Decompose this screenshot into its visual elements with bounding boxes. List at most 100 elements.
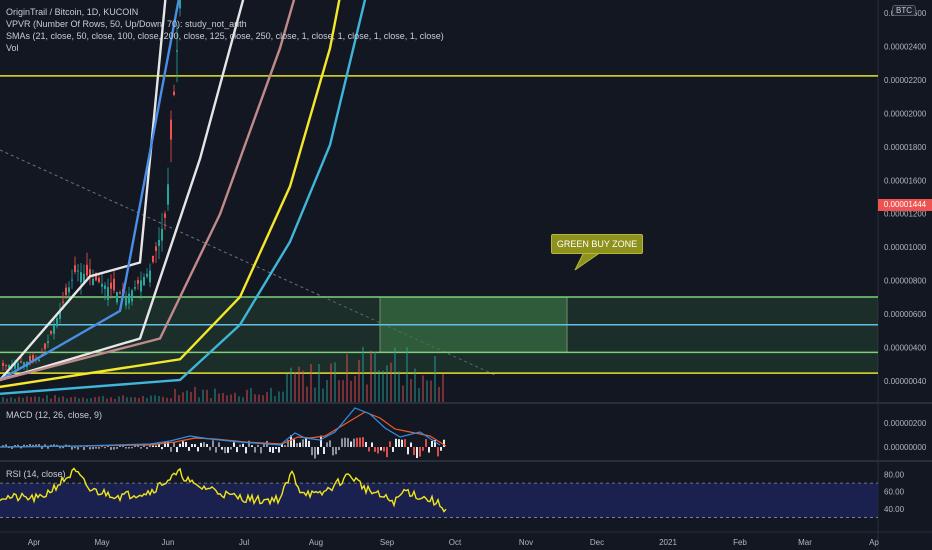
macd-histogram-bar (137, 445, 139, 447)
candle-body (62, 301, 64, 303)
macd-histogram-bar (146, 447, 148, 449)
macd-histogram-bar (110, 447, 112, 450)
candle-body (113, 278, 115, 291)
macd-histogram-bar (230, 447, 232, 450)
macd-histogram-bar (383, 447, 385, 452)
volume-bar (66, 398, 68, 402)
volume-bar (354, 375, 356, 402)
price-axis-label: 0.00001600 (884, 176, 927, 185)
macd-histogram-bar (284, 445, 286, 447)
candle-body (146, 273, 148, 277)
volume-bar (406, 347, 408, 402)
macd-histogram-bar (203, 442, 205, 447)
candle-body (95, 273, 97, 281)
macd-histogram-bar (269, 447, 271, 452)
candle-body (59, 310, 61, 319)
macd-histogram-bar (326, 442, 328, 447)
candle-body (98, 277, 100, 283)
time-axis-label: Jun (162, 538, 175, 547)
macd-axis-label: 0.00000200 (884, 419, 927, 428)
candle-body (14, 363, 16, 369)
candle-body (170, 119, 172, 140)
macd-histogram-bar (320, 435, 322, 447)
volume-bar (202, 389, 204, 402)
candle-body (143, 277, 145, 286)
currency-badge[interactable]: BTC (892, 5, 916, 16)
sma-line-1[interactable] (0, 0, 446, 382)
time-axis-label: Sep (380, 538, 395, 547)
vpvr-indicator-label[interactable]: VPVR (Number Of Rows, 50, Up/Down, 70): … (6, 19, 247, 29)
volume-bar (278, 391, 280, 402)
macd-histogram-bar (332, 447, 334, 456)
volume-bar (50, 398, 52, 402)
macd-line[interactable] (0, 407, 441, 448)
volume-bar (414, 368, 416, 402)
macd-histogram-bar (431, 440, 433, 447)
volume-bar (314, 387, 316, 402)
macd-histogram-bar (152, 445, 154, 447)
macd-histogram-bar (302, 439, 304, 447)
volume-indicator-label[interactable]: Vol (6, 43, 19, 53)
volume-bar (162, 396, 164, 402)
volume-bar (286, 373, 288, 402)
macd-histogram-bar (281, 443, 283, 447)
sma-line-5[interactable] (0, 0, 446, 389)
candle-body (8, 364, 10, 368)
volume-bar (214, 388, 216, 402)
chart-legend: OriginTrail / Bitcoin, 1D, KUCOIN VPVR (… (6, 6, 444, 54)
macd-histogram-bar (104, 447, 106, 449)
volume-bar (30, 397, 32, 402)
macd-histogram-bar (338, 447, 340, 451)
macd-histogram-bar (443, 439, 445, 447)
volume-bar (122, 395, 124, 402)
volume-bar (246, 389, 248, 402)
macd-histogram-bar (38, 444, 40, 447)
rsi-line[interactable] (0, 467, 447, 513)
price-axis-label: 0.00000600 (884, 310, 927, 319)
volume-bar (282, 391, 284, 402)
macd-histogram-bar (179, 443, 181, 447)
macd-histogram-bar (182, 441, 184, 447)
volume-bar (402, 385, 404, 402)
candle-body (104, 285, 106, 289)
sma-line-6[interactable] (0, 0, 446, 395)
macd-histogram-bar (314, 447, 316, 459)
rsi-pane-label[interactable]: RSI (14, close) (6, 469, 66, 479)
candle-body (149, 270, 151, 283)
volume-bar (378, 370, 380, 402)
macd-histogram-bar (119, 445, 121, 447)
macd-histogram-bar (17, 444, 19, 447)
volume-bar (146, 397, 148, 402)
macd-histogram-bar (71, 447, 73, 450)
volume-bar (166, 397, 168, 402)
macd-histogram-bar (413, 447, 415, 456)
volume-bar (258, 394, 260, 402)
volume-bar (270, 387, 272, 402)
macd-histogram-bar (239, 444, 241, 447)
price-axis-label: 0.00000040 (884, 377, 927, 386)
macd-histogram-bar (257, 444, 259, 447)
sma-line-4[interactable] (0, 0, 446, 382)
macd-histogram-bar (404, 439, 406, 447)
volume-bar (174, 388, 176, 402)
symbol-title[interactable]: OriginTrail / Bitcoin, 1D, KUCOIN (6, 7, 139, 17)
smas-indicator-label[interactable]: SMAs (21, close, 50, close, 100, close, … (6, 31, 444, 41)
volume-bar (186, 390, 188, 402)
volume-bar (42, 398, 44, 402)
macd-histogram-bar (125, 447, 127, 449)
macd-histogram-bar (227, 447, 229, 453)
candle-body (17, 363, 19, 369)
candle-body (38, 359, 40, 361)
volume-bar (362, 346, 364, 402)
sma-line-3[interactable] (0, 0, 446, 382)
candle-body (47, 341, 49, 344)
volume-bar (18, 396, 20, 402)
volume-bar (2, 397, 4, 402)
sma-line-2[interactable] (0, 0, 446, 382)
price-axis-label: 0.00002200 (884, 76, 927, 85)
macd-pane-label[interactable]: MACD (12, 26, close, 9) (6, 410, 103, 420)
candle-body (173, 91, 175, 95)
candle-body (50, 330, 52, 334)
macd-histogram-bar (23, 444, 25, 447)
